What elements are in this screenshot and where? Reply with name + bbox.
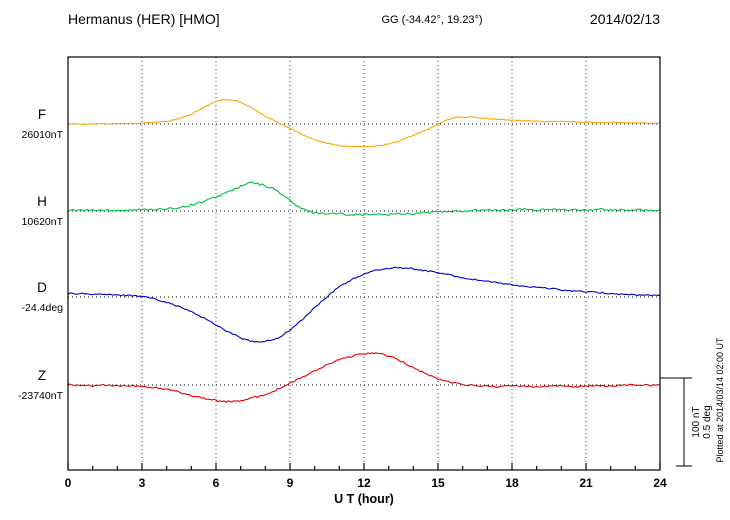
baselines bbox=[68, 123, 660, 386]
station-title: Hermanus (HER) [HMO] bbox=[68, 11, 220, 27]
trace-H bbox=[67, 181, 661, 217]
traces bbox=[67, 99, 661, 403]
coords-label: GG (-34.42°, 19.23°) bbox=[381, 14, 482, 26]
trace-baseline-value-H: 10620nT bbox=[22, 216, 64, 228]
tick-label-21: 21 bbox=[579, 476, 593, 490]
trace-F bbox=[67, 99, 661, 148]
gridlines bbox=[141, 57, 587, 470]
trace-letter-F: F bbox=[38, 107, 46, 122]
trace-Z bbox=[67, 352, 661, 403]
tick-label-0: 0 bbox=[65, 476, 72, 490]
tick-label-3: 3 bbox=[139, 476, 146, 490]
trace-baseline-value-Z: -23740nT bbox=[18, 390, 64, 402]
trace-labels: F 26010nT H 10620nT D -24.4deg Z -23740nT bbox=[18, 107, 64, 402]
axis-ticks bbox=[67, 463, 661, 470]
tick-label-12: 12 bbox=[357, 476, 371, 490]
trace-D bbox=[67, 266, 661, 343]
tick-label-24: 24 bbox=[653, 476, 667, 490]
plotted-at-label: Plotted at 2014/03/14 02:00 UT bbox=[715, 337, 725, 463]
trace-letter-Z: Z bbox=[38, 368, 46, 383]
date-label: 2014/02/13 bbox=[590, 11, 660, 27]
tick-label-6: 6 bbox=[213, 476, 220, 490]
x-axis-label: U T (hour) bbox=[334, 492, 394, 506]
axis-tick-labels: 0 3 6 9 12 15 18 21 24 bbox=[65, 476, 667, 490]
tick-label-18: 18 bbox=[505, 476, 519, 490]
tick-label-9: 9 bbox=[287, 476, 294, 490]
trace-baseline-value-F: 26010nT bbox=[22, 129, 64, 141]
scale-bar-label-0: 100 nT bbox=[691, 406, 702, 437]
trace-letter-H: H bbox=[37, 194, 47, 209]
trace-letter-D: D bbox=[37, 280, 47, 295]
tick-label-15: 15 bbox=[431, 476, 445, 490]
scale-bar: 100 nT 0.5 deg bbox=[660, 377, 713, 467]
trace-baseline-value-D: -24.4deg bbox=[22, 302, 64, 314]
scale-bar-label-1: 0.5 deg bbox=[702, 405, 713, 438]
plot-border bbox=[67, 56, 661, 471]
